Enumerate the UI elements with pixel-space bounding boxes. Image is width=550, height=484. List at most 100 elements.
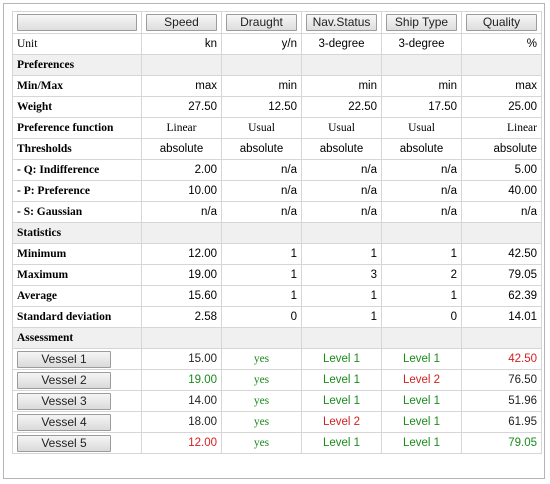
preference-cell[interactable]: 2.00	[141, 159, 222, 181]
vessel-button-cell: Vessel 1	[12, 348, 142, 370]
statistics-row: Maximum 19.00 1 3 2 79.05	[12, 264, 542, 286]
col-header-ship-type[interactable]: Ship Type	[381, 11, 462, 34]
statistics-cell: 2.58	[141, 306, 222, 328]
statistics-cell: 15.60	[141, 285, 222, 307]
unit-cell[interactable]: %	[461, 33, 542, 55]
statistics-cell: 1	[301, 285, 382, 307]
vessel-value-cell[interactable]: Level 1	[381, 432, 462, 454]
unit-cell[interactable]: 3-degree	[381, 33, 462, 55]
preference-row: Min/Max max min min min max	[12, 75, 542, 97]
preference-row: - S: Gaussian n/a n/a n/a n/a n/a	[12, 201, 542, 223]
preference-cell[interactable]: n/a	[381, 201, 462, 223]
vessel-button[interactable]: Vessel 4	[17, 413, 111, 431]
unit-cell[interactable]: 3-degree	[301, 33, 382, 55]
vessel-value-cell[interactable]: 18.00	[141, 411, 222, 433]
vessel-value-cell[interactable]: Level 1	[301, 348, 382, 370]
preference-cell[interactable]: absolute	[141, 138, 222, 160]
preference-cell[interactable]: n/a	[301, 159, 382, 181]
corner-header[interactable]	[12, 11, 142, 34]
vessel-value-cell[interactable]: 79.05	[461, 432, 542, 454]
preference-cell[interactable]: absolute	[381, 138, 462, 160]
preference-cell[interactable]: 10.00	[141, 180, 222, 202]
preference-cell[interactable]: 27.50	[141, 96, 222, 118]
vessel-value-cell[interactable]: Level 1	[381, 390, 462, 412]
col-header-draught[interactable]: Draught	[221, 11, 302, 34]
preference-cell[interactable]: n/a	[221, 159, 302, 181]
vessel-value-cell[interactable]: yes	[221, 348, 302, 370]
section-statistics: Statistics	[12, 222, 542, 244]
vessel-button[interactable]: Vessel 2	[17, 371, 111, 389]
assessment-grid: Speed Draught Nav.Status Ship Type Quali…	[12, 11, 542, 454]
section-assessment: Assessment	[12, 327, 542, 349]
preference-cell[interactable]: 25.00	[461, 96, 542, 118]
vessel-value-cell[interactable]: Level 1	[381, 411, 462, 433]
vessel-value-cell[interactable]: Level 1	[301, 390, 382, 412]
vessel-value-cell[interactable]: Level 1	[301, 432, 382, 454]
preference-cell[interactable]: n/a	[141, 201, 222, 223]
statistics-cell: 1	[381, 243, 462, 265]
vessel-value-cell[interactable]: yes	[221, 432, 302, 454]
preference-cell[interactable]: n/a	[301, 201, 382, 223]
statistics-cell: 0	[381, 306, 462, 328]
preference-cell[interactable]: 17.50	[381, 96, 462, 118]
row-label: Maximum	[12, 264, 142, 286]
col-header-nav-status[interactable]: Nav.Status	[301, 11, 382, 34]
preference-cell[interactable]: min	[381, 75, 462, 97]
vessel-value-cell[interactable]: 14.00	[141, 390, 222, 412]
preference-cell[interactable]: 40.00	[461, 180, 542, 202]
preference-cell[interactable]: n/a	[301, 180, 382, 202]
statistics-cell: 42.50	[461, 243, 542, 265]
preference-cell[interactable]: n/a	[221, 201, 302, 223]
vessel-value-cell[interactable]: 51.96	[461, 390, 542, 412]
preference-cell[interactable]: 5.00	[461, 159, 542, 181]
vessel-value-cell[interactable]: 76.50	[461, 369, 542, 391]
statistics-row: Standard deviation 2.58 0 1 0 14.01	[12, 306, 542, 328]
vessel-value-cell[interactable]: Level 2	[301, 411, 382, 433]
preferences-body: Min/Max max min min min max Weight 27.50 12.50 22…	[12, 75, 542, 223]
preference-cell[interactable]: Linear	[461, 117, 542, 139]
section-preferences: Preferences	[12, 54, 542, 76]
vessel-button[interactable]: Vessel 3	[17, 392, 111, 410]
col-header-speed[interactable]: Speed	[141, 11, 222, 34]
row-label: Thresholds	[12, 138, 142, 160]
vessel-value-cell[interactable]: Level 2	[381, 369, 462, 391]
vessel-value-cell[interactable]: yes	[221, 411, 302, 433]
section-label: Statistics	[12, 222, 142, 244]
header-row: Speed Draught Nav.Status Ship Type Quali…	[12, 11, 542, 34]
vessel-value-cell[interactable]: yes	[221, 390, 302, 412]
preference-cell[interactable]: absolute	[301, 138, 382, 160]
vessel-value-cell[interactable]: Level 1	[381, 348, 462, 370]
preference-cell[interactable]: 22.50	[301, 96, 382, 118]
preference-cell[interactable]: Usual	[301, 117, 382, 139]
unit-cell[interactable]: y/n	[221, 33, 302, 55]
preference-cell[interactable]: n/a	[221, 180, 302, 202]
preference-cell[interactable]: max	[461, 75, 542, 97]
preference-cell[interactable]: n/a	[381, 180, 462, 202]
preference-cell[interactable]: 12.50	[221, 96, 302, 118]
vessel-value-cell[interactable]: 19.00	[141, 369, 222, 391]
vessel-button[interactable]: Vessel 1	[17, 350, 111, 368]
vessel-row: Vessel 4 18.00 yes Level 2 Level 1 61.95	[12, 411, 542, 433]
col-header-quality[interactable]: Quality	[461, 11, 542, 34]
preference-cell[interactable]: min	[301, 75, 382, 97]
preference-cell[interactable]: Usual	[221, 117, 302, 139]
vessel-button[interactable]: Vessel 5	[17, 434, 111, 452]
statistics-row: Average 15.60 1 1 1 62.39	[12, 285, 542, 307]
preference-cell[interactable]: Usual	[381, 117, 462, 139]
preference-cell[interactable]: n/a	[461, 201, 542, 223]
vessel-value-cell[interactable]: 61.95	[461, 411, 542, 433]
statistics-cell: 12.00	[141, 243, 222, 265]
unit-cell[interactable]: kn	[141, 33, 222, 55]
preference-cell[interactable]: absolute	[461, 138, 542, 160]
preference-cell[interactable]: absolute	[221, 138, 302, 160]
vessel-value-cell[interactable]: 12.00	[141, 432, 222, 454]
vessel-value-cell[interactable]: 42.50	[461, 348, 542, 370]
vessel-value-cell[interactable]: Level 1	[301, 369, 382, 391]
preference-cell[interactable]: n/a	[381, 159, 462, 181]
preference-row: - P: Preference 10.00 n/a n/a n/a 40.00	[12, 180, 542, 202]
preference-cell[interactable]: min	[221, 75, 302, 97]
preference-cell[interactable]: max	[141, 75, 222, 97]
preference-cell[interactable]: Linear	[141, 117, 222, 139]
vessel-value-cell[interactable]: 15.00	[141, 348, 222, 370]
vessel-value-cell[interactable]: yes	[221, 369, 302, 391]
